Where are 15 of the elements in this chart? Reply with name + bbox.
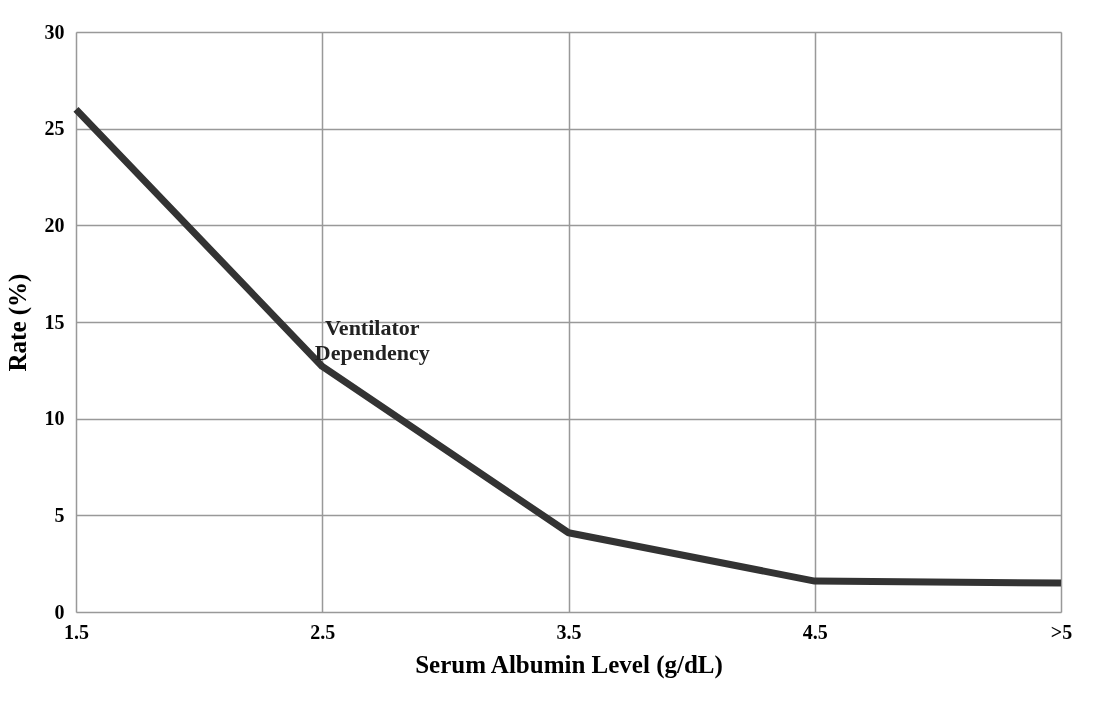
x-tick-label: 1.5 (64, 620, 89, 643)
y-tick-label: 5 (54, 503, 65, 526)
y-tick-label: 10 (44, 407, 65, 430)
y-tick-label: 25 (44, 117, 65, 140)
y-tick-label: 20 (44, 213, 65, 236)
y-tick-label: 0 (54, 600, 65, 623)
y-axis-title: Rate (%) (3, 273, 32, 372)
y-tick-label: 30 (44, 20, 65, 43)
x-tick-label: 3.5 (556, 620, 582, 643)
y-tick-label: 15 (44, 310, 65, 333)
x-tick-label: 2.5 (310, 620, 336, 643)
x-tick-label: >5 (1050, 620, 1073, 643)
series-label: Ventilator Dependency (314, 315, 430, 366)
x-tick-label: 4.5 (802, 620, 828, 643)
x-axis-title: Serum Albumin Level (g/dL) (415, 650, 723, 679)
